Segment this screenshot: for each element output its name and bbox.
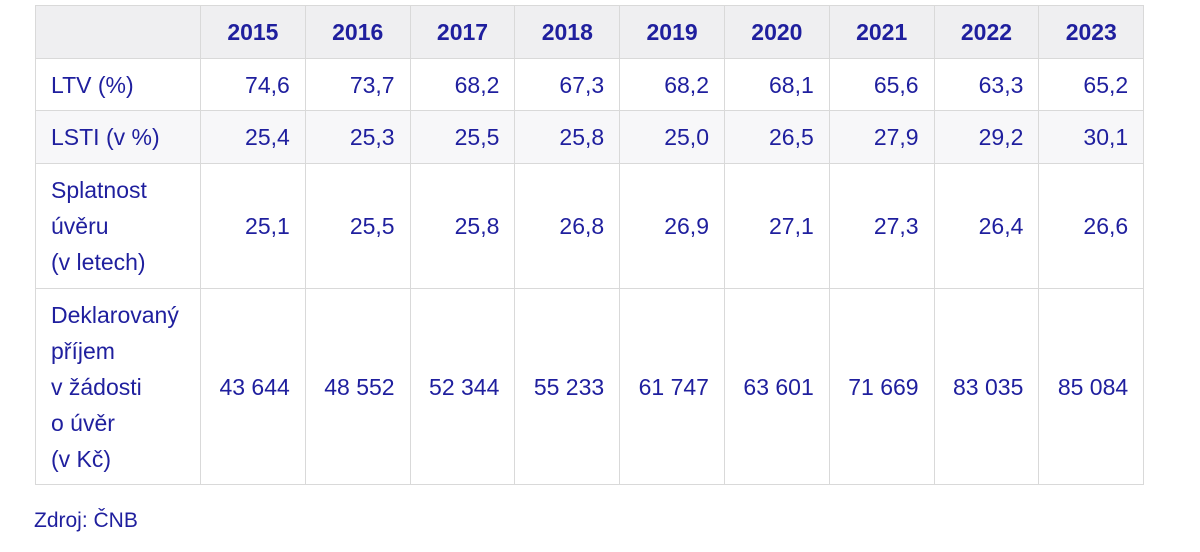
table-cell: 63,3 [933, 58, 1040, 111]
row-label: Deklarovaný příjem v žádosti o úvěr (v K… [35, 288, 201, 485]
row-label-line: Deklarovaný [51, 301, 179, 328]
year-header: 2023 [1038, 5, 1145, 59]
table-row-prijem: Deklarovaný příjem v žádosti o úvěr (v K… [35, 288, 1145, 485]
table-cell: 43 644 [200, 288, 306, 485]
table-cell: 65,2 [1038, 58, 1145, 111]
year-header: 2016 [304, 5, 411, 59]
row-label-line: (v Kč) [51, 445, 112, 472]
table-cell: 27,1 [723, 163, 830, 289]
year-header: 2021 [828, 5, 935, 59]
table-cell: 25,5 [304, 163, 411, 289]
table-cell: 26,9 [619, 163, 725, 289]
table-cell: 68,2 [619, 58, 725, 111]
row-label-line: LTV (%) [51, 71, 134, 98]
table-header-row: 2015 2016 2017 2018 2019 2020 2021 2022 … [35, 5, 1145, 59]
year-header: 2015 [200, 5, 306, 59]
table-cell: 25,3 [304, 110, 411, 164]
year-header: 2017 [409, 5, 516, 59]
table-cell: 68,2 [409, 58, 516, 111]
table-cell: 26,4 [933, 163, 1040, 289]
table-cell: 52 344 [409, 288, 516, 485]
table-cell: 25,4 [200, 110, 306, 164]
row-label: LTV (%) [35, 58, 201, 111]
table-cell: 29,2 [933, 110, 1040, 164]
row-label: LSTI (v %) [35, 110, 201, 164]
table-cell: 74,6 [200, 58, 306, 111]
table-cell: 68,1 [723, 58, 830, 111]
row-label-line: (v letech) [51, 249, 146, 275]
table-cell: 25,0 [619, 110, 725, 164]
row-label-line: úvěru [51, 213, 109, 239]
table-cell: 67,3 [514, 58, 621, 111]
table-cell: 26,5 [723, 110, 830, 164]
table-cell: 55 233 [514, 288, 621, 485]
table-cell: 25,8 [514, 110, 621, 164]
row-label-line: LSTI (v %) [51, 124, 160, 150]
table-cell: 63 601 [723, 288, 830, 485]
table-cell: 61 747 [619, 288, 725, 485]
year-header: 2022 [933, 5, 1040, 59]
table-cell: 30,1 [1038, 110, 1145, 164]
year-header: 2020 [723, 5, 830, 59]
year-header: 2019 [619, 5, 725, 59]
table-row-splatnost: Splatnost úvěru (v letech) 25,1 25,5 25,… [35, 163, 1145, 289]
table-row-ltv: LTV (%) 74,6 73,7 68,2 67,3 68,2 68,1 65… [35, 58, 1145, 111]
table-cell: 73,7 [304, 58, 411, 111]
table-cell: 27,9 [828, 110, 935, 164]
table-cell: 25,1 [200, 163, 306, 289]
table-cell: 25,8 [409, 163, 516, 289]
table-cell: 71 669 [828, 288, 935, 485]
source-note: Zdroj: ČNB [34, 509, 138, 532]
statistics-table: 2015 2016 2017 2018 2019 2020 2021 2022 … [35, 5, 1145, 485]
row-label-line: příjem [51, 337, 115, 364]
table-cell: 26,8 [514, 163, 621, 289]
table-cell: 25,5 [409, 110, 516, 164]
year-header: 2018 [514, 5, 621, 59]
row-label-line: Splatnost [51, 177, 147, 203]
table-cell: 48 552 [304, 288, 411, 485]
row-label-line: o úvěr [51, 409, 115, 436]
table-cell: 83 035 [933, 288, 1040, 485]
row-label: Splatnost úvěru (v letech) [35, 163, 201, 289]
table-row-lsti: LSTI (v %) 25,4 25,3 25,5 25,8 25,0 26,5… [35, 110, 1145, 164]
table-cell: 27,3 [828, 163, 935, 289]
row-label-line: v žádosti [51, 373, 142, 400]
table-cell: 65,6 [828, 58, 935, 111]
table-cell: 26,6 [1038, 163, 1145, 289]
table-cell: 85 084 [1038, 288, 1145, 485]
header-corner-cell [35, 5, 201, 59]
